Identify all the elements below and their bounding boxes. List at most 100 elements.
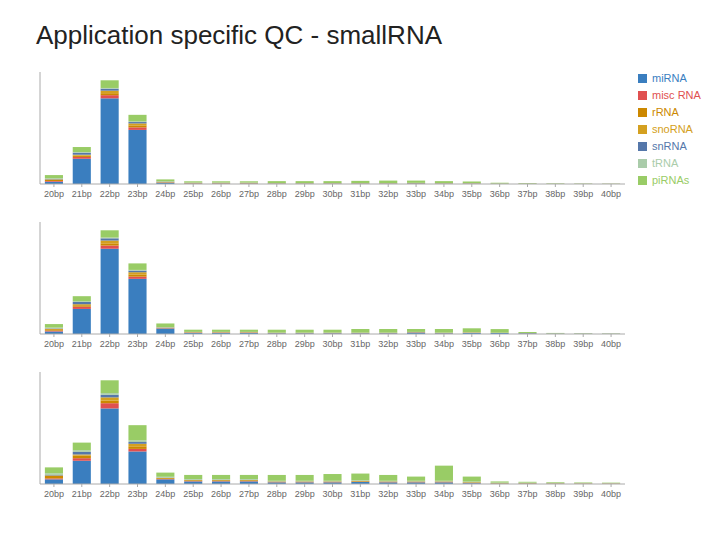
- bar-segment: [323, 330, 341, 333]
- bar-segment: [351, 480, 369, 481]
- x-tick-label: 33bp: [406, 189, 426, 199]
- x-tick: [611, 184, 612, 187]
- bar-segment: [45, 475, 63, 476]
- bar-segment: [240, 182, 258, 183]
- bar-segment: [156, 179, 174, 181]
- bar-segment: [73, 461, 91, 484]
- x-tick-label: 30bp: [322, 489, 342, 499]
- x-tick-label: 35bp: [462, 339, 482, 349]
- bar-segment: [45, 328, 63, 329]
- bar-segment: [128, 449, 146, 452]
- x-tick: [360, 484, 361, 487]
- bar-segment: [212, 182, 230, 183]
- bar-segment: [379, 481, 397, 482]
- bar-segment: [268, 481, 286, 483]
- x-tick-label: 29bp: [295, 339, 315, 349]
- bar-segment: [101, 401, 119, 404]
- x-tick: [611, 484, 612, 487]
- bar-segment: [45, 476, 63, 479]
- x-tick-label: 37bp: [517, 339, 537, 349]
- bar-segment: [156, 478, 174, 480]
- bar-segment: [101, 403, 119, 408]
- y-axis-line: [40, 222, 41, 334]
- x-tick-label: 31bp: [350, 189, 370, 199]
- bar-segment: [45, 328, 63, 329]
- x-tick: [527, 484, 528, 487]
- legend-swatch: [638, 176, 647, 185]
- legend-entry: tRNA: [652, 157, 679, 169]
- bar-segment: [240, 480, 258, 482]
- bar-segment: [323, 481, 341, 483]
- bar-segment: [156, 479, 174, 484]
- x-tick-label: 27bp: [239, 189, 259, 199]
- bar-segment: [240, 475, 258, 479]
- bar-segment: [351, 480, 369, 481]
- x-tick: [555, 184, 556, 187]
- panel: 20bp21bp22bp23bp24bp25bp26bp27bp28bp29bp…: [40, 72, 625, 199]
- bar-segment: [73, 153, 91, 155]
- x-tick-label: 32bp: [378, 339, 398, 349]
- x-tick: [416, 184, 417, 187]
- bar-segment: [156, 328, 174, 334]
- bar-segment: [128, 123, 146, 125]
- bar-segment: [351, 329, 369, 333]
- bar-segment: [463, 328, 481, 332]
- chart: Application specific QC - smallRNA20bp21…: [0, 0, 720, 540]
- x-tick-label: 33bp: [406, 489, 426, 499]
- x-tick: [443, 184, 444, 187]
- x-tick: [304, 484, 305, 487]
- x-tick-label: 24bp: [155, 189, 175, 199]
- legend-entry: misc RNA: [652, 89, 702, 101]
- x-tick-label: 40bp: [601, 339, 621, 349]
- bar-segment: [463, 482, 481, 483]
- bar-segment: [128, 127, 146, 130]
- x-tick: [109, 334, 110, 337]
- bar-segment: [463, 332, 481, 333]
- bar-segment: [240, 332, 258, 333]
- title: Application specific QC - smallRNA: [36, 20, 443, 50]
- x-tick: [388, 184, 389, 187]
- bar-segment: [518, 483, 536, 484]
- bar-segment: [184, 182, 202, 183]
- bar-segment: [184, 481, 202, 482]
- x-tick: [416, 484, 417, 487]
- bar-segment: [73, 304, 91, 305]
- x-tick: [248, 484, 249, 487]
- x-tick: [137, 484, 138, 487]
- bar-segment: [184, 480, 202, 481]
- bar-segment: [156, 479, 174, 480]
- bar-segment: [184, 181, 202, 182]
- x-tick: [332, 334, 333, 337]
- background: [0, 0, 720, 540]
- bar-segment: [296, 330, 314, 333]
- bar-segment: [240, 481, 258, 482]
- bar-segment: [518, 332, 536, 333]
- bar-segment: [546, 482, 564, 483]
- bar-segment: [574, 482, 592, 483]
- bar-segment: [128, 277, 146, 279]
- x-tick-label: 21bp: [72, 489, 92, 499]
- bar-segment: [240, 480, 258, 481]
- bar-segment: [156, 327, 174, 328]
- bar-segment: [463, 482, 481, 483]
- x-tick-label: 24bp: [155, 489, 175, 499]
- bar-segment: [546, 482, 564, 484]
- bar-segment: [45, 473, 63, 475]
- x-tick-label: 24bp: [155, 339, 175, 349]
- bar-segment: [184, 332, 202, 333]
- bar-segment: [296, 181, 314, 183]
- bar-segment: [268, 482, 286, 483]
- x-tick-label: 23bp: [127, 339, 147, 349]
- panel: 20bp21bp22bp23bp24bp25bp26bp27bp28bp29bp…: [40, 222, 625, 349]
- bars: [45, 380, 620, 484]
- x-tick: [304, 334, 305, 337]
- legend-entry: miRNA: [652, 72, 687, 84]
- x-tick-label: 26bp: [211, 489, 231, 499]
- bar-segment: [296, 481, 314, 482]
- bar-segment: [184, 330, 202, 332]
- bar-segment: [45, 329, 63, 331]
- bar-segment: [101, 397, 119, 400]
- x-tick-label: 20bp: [44, 339, 64, 349]
- bar-segment: [212, 181, 230, 182]
- x-tick-label: 22bp: [100, 189, 120, 199]
